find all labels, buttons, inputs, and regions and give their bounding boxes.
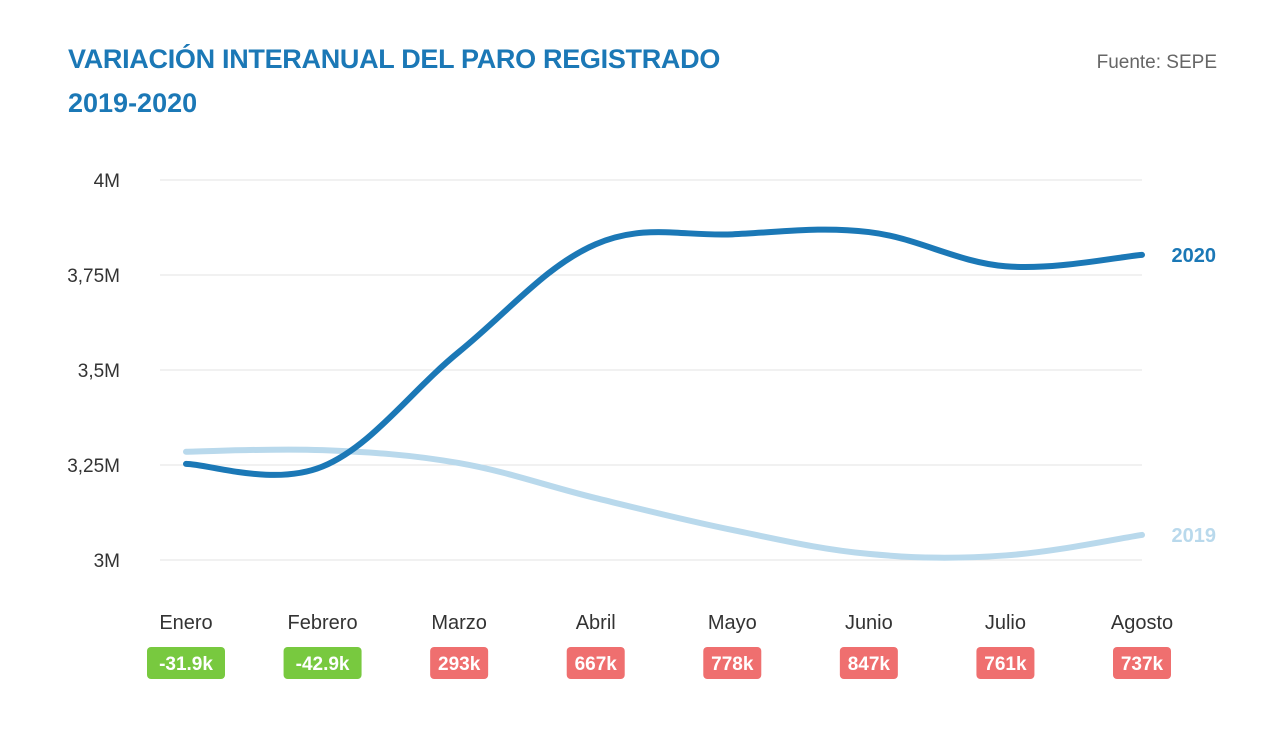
series-label-2019: 2019 bbox=[1172, 525, 1217, 547]
difference-label: 847k bbox=[848, 654, 891, 675]
x-tick-label: Febrero bbox=[288, 612, 358, 634]
chart-subtitle: 2019-2020 bbox=[68, 88, 198, 118]
source-label: Fuente: SEPE bbox=[1096, 52, 1217, 73]
series-label-2020: 2020 bbox=[1172, 245, 1217, 267]
difference-badge bbox=[566, 647, 625, 679]
difference-label: 778k bbox=[711, 654, 754, 675]
y-tick-label: 3,5M bbox=[78, 361, 120, 382]
difference-label: 737k bbox=[1121, 654, 1164, 675]
difference-label: 293k bbox=[438, 654, 481, 675]
difference-label: 667k bbox=[575, 654, 618, 675]
difference-label: -42.9k bbox=[296, 654, 350, 675]
y-tick-label: 3M bbox=[94, 551, 120, 572]
x-tick-label: Mayo bbox=[708, 612, 757, 634]
difference-badge bbox=[430, 647, 489, 679]
y-tick-label: 4M bbox=[94, 171, 120, 192]
difference-badge bbox=[703, 647, 762, 679]
difference-badge bbox=[283, 647, 362, 679]
chart-title: VARIACIÓN INTERANUAL DEL PARO REGISTRADO bbox=[68, 44, 721, 74]
x-tick-label: Junio bbox=[845, 612, 893, 634]
y-tick-label: 3,75M bbox=[67, 266, 120, 287]
difference-badge bbox=[1113, 647, 1171, 679]
x-tick-label: Enero bbox=[159, 612, 212, 634]
difference-label: -31.9k bbox=[159, 654, 213, 675]
series-line-2019 bbox=[183, 446, 1145, 561]
difference-label: 761k bbox=[984, 654, 1027, 675]
difference-badge bbox=[976, 647, 1035, 679]
x-tick-label: Julio bbox=[985, 612, 1026, 634]
difference-badge bbox=[147, 647, 225, 679]
x-tick-label: Agosto bbox=[1111, 612, 1173, 634]
y-tick-label: 3,25M bbox=[67, 456, 120, 477]
x-tick-label: Abril bbox=[576, 612, 616, 634]
x-tick-label: Marzo bbox=[431, 612, 487, 634]
series-line-2020 bbox=[183, 226, 1145, 478]
difference-badge bbox=[839, 647, 898, 679]
